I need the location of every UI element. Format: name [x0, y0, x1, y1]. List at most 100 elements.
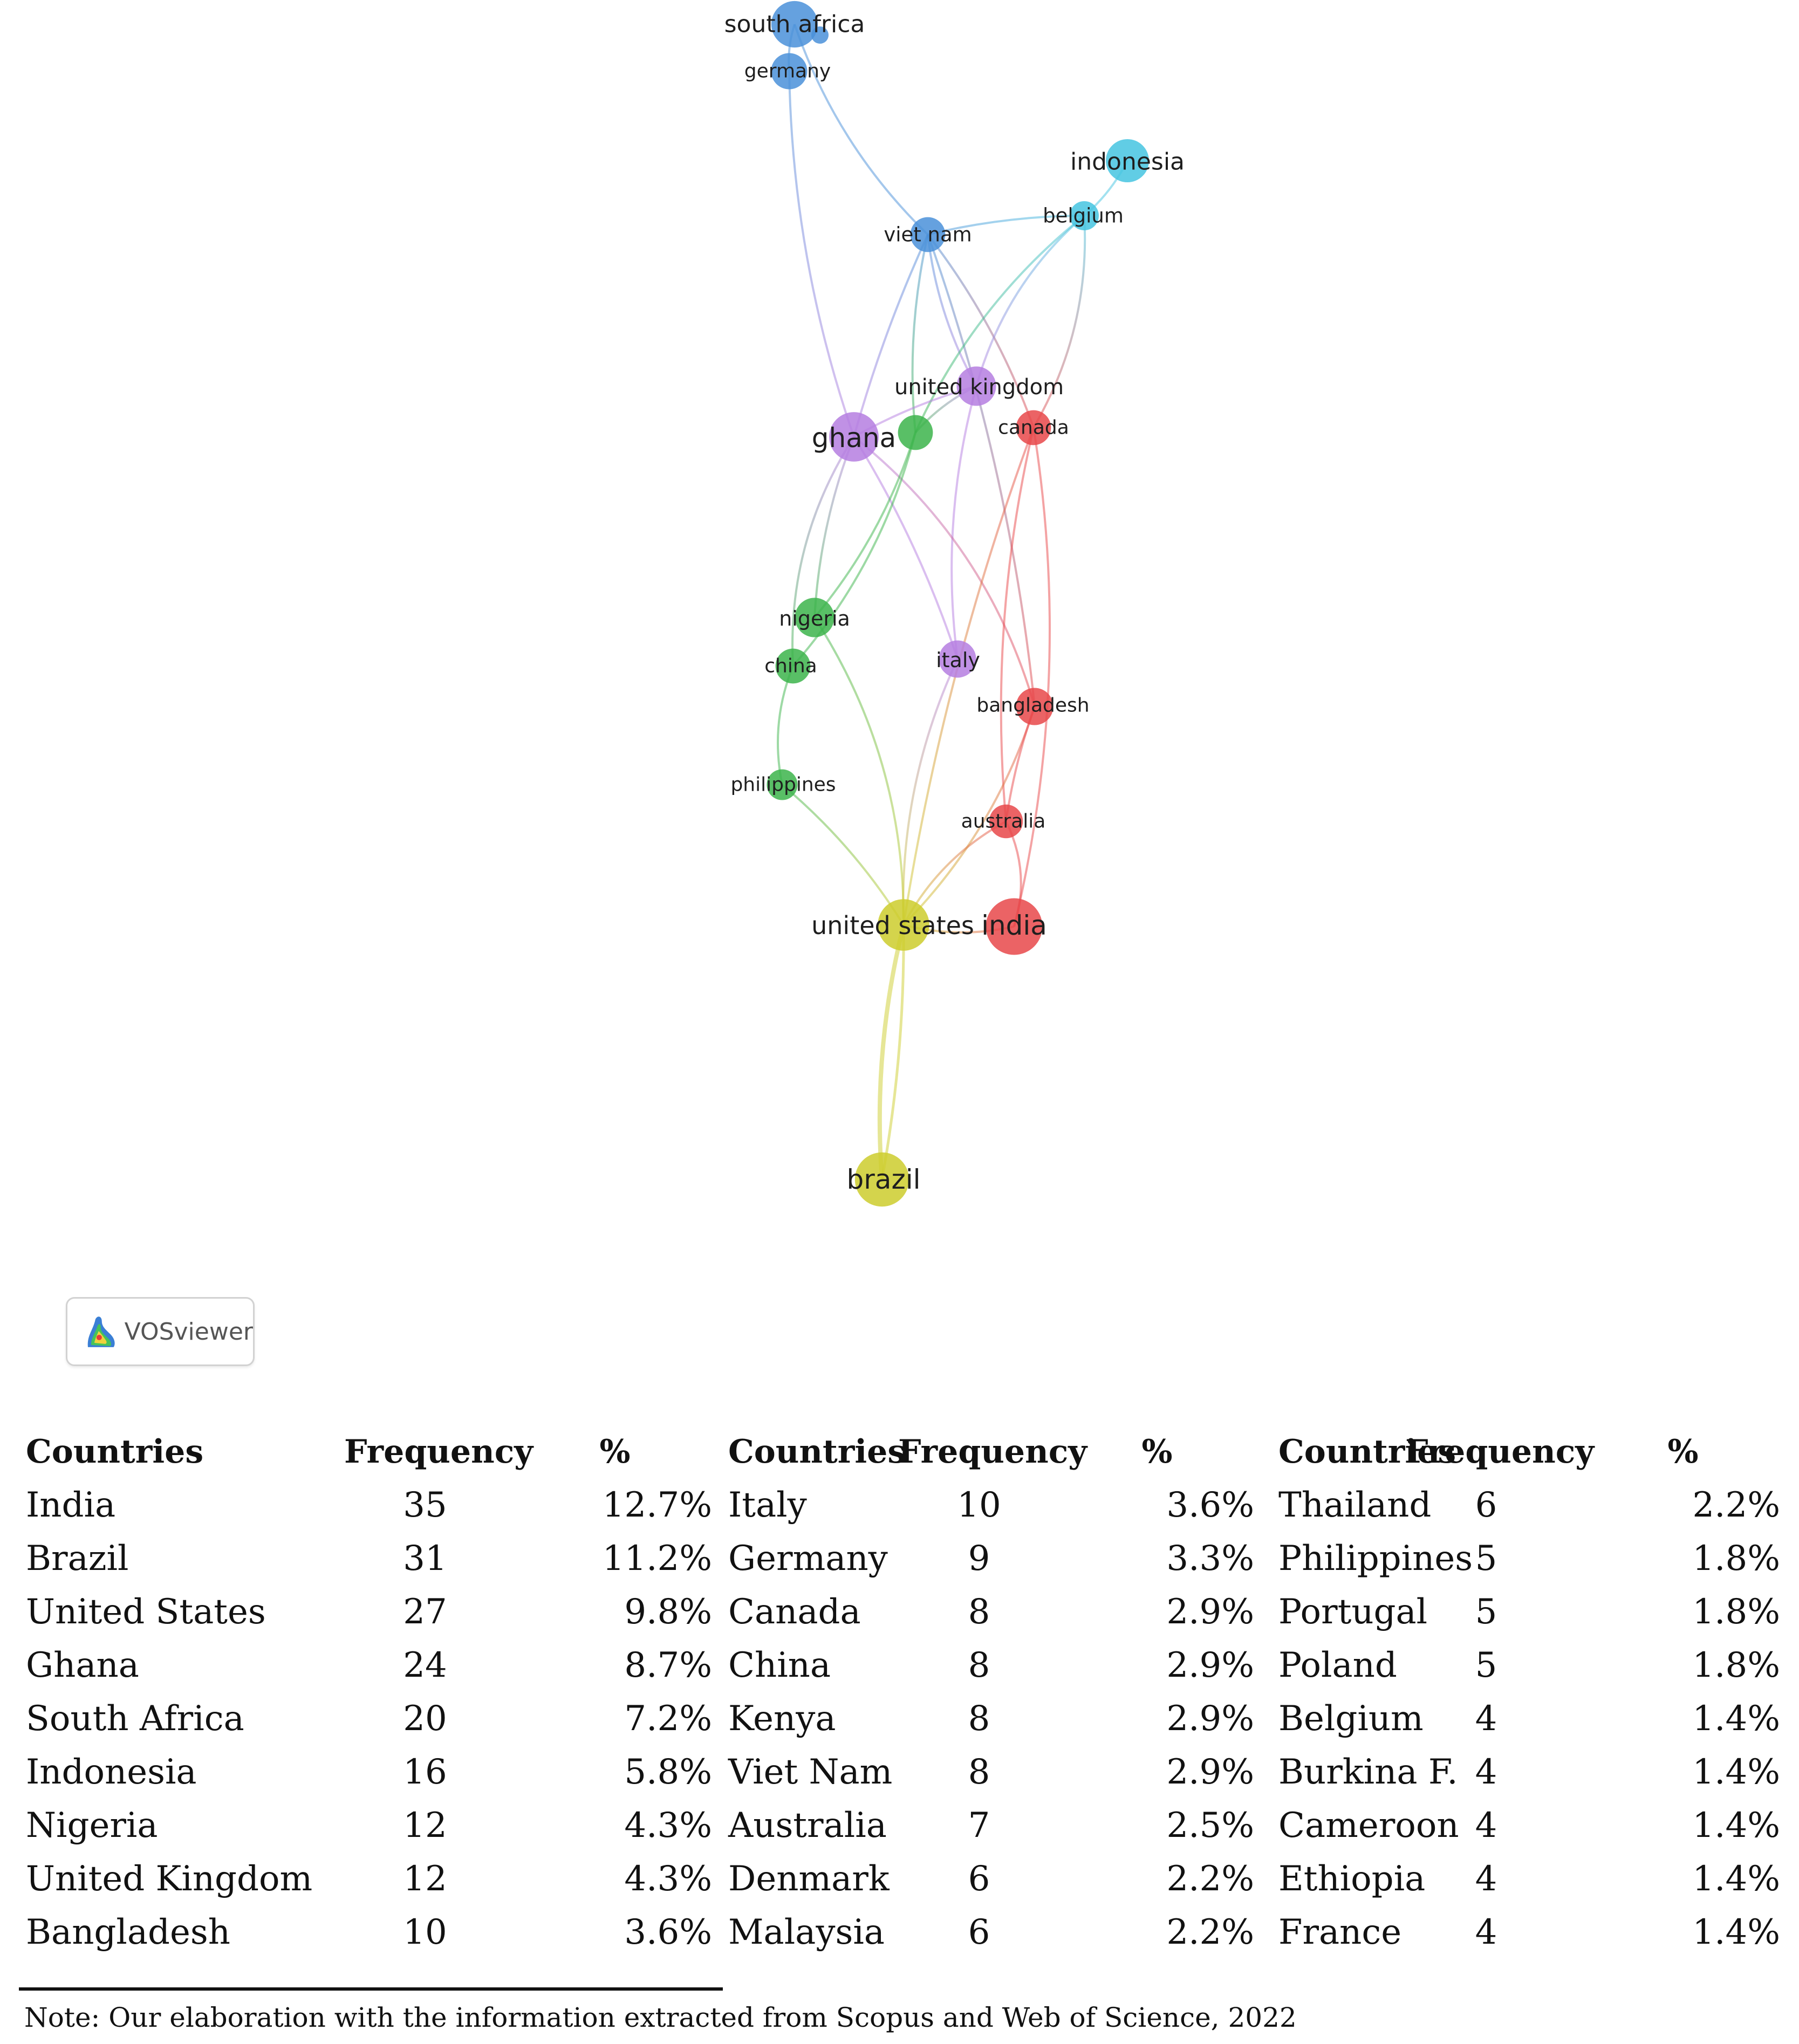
link-kenya-nigeria	[813, 432, 916, 619]
node-germany[interactable]	[771, 53, 808, 90]
cell-frequency: 6	[1475, 1485, 1497, 1525]
cell-country: Thailand	[1278, 1485, 1432, 1525]
cell-frequency: 8	[968, 1699, 990, 1739]
cell-percent: 1.4%	[1692, 1752, 1780, 1792]
cell-frequency: 5	[1475, 1539, 1497, 1579]
table-row: South Africa 20 7.2% Kenya 8 2.9% Belgium 4 1.4%	[0, 1697, 1799, 1751]
node-india[interactable]	[986, 898, 1043, 955]
cell-country: Germany	[728, 1539, 888, 1579]
cell-frequency: 31	[403, 1539, 447, 1579]
link-china-philippines	[777, 666, 794, 785]
cell-frequency: 9	[968, 1539, 990, 1579]
node-united-kingdom[interactable]	[956, 366, 996, 406]
link-south-africa-viet-nam	[794, 24, 929, 236]
node-brazil[interactable]	[854, 1152, 909, 1207]
cell-country: Denmark	[728, 1859, 890, 1899]
cell-frequency: 10	[957, 1485, 1001, 1525]
note-divider	[19, 1987, 723, 1991]
node-bangladesh[interactable]	[1016, 688, 1054, 725]
cell-percent: 2.9%	[1166, 1699, 1254, 1739]
node-indonesia[interactable]	[1106, 139, 1149, 182]
cell-percent: 2.9%	[1166, 1592, 1254, 1632]
cell-frequency: 5	[1475, 1645, 1497, 1685]
link-united-states-brazil-secondary	[880, 924, 905, 1180]
cell-percent: 7.2%	[624, 1699, 712, 1739]
cell-frequency: 12	[403, 1859, 447, 1899]
cell-country: Malaysia	[728, 1912, 885, 1952]
cell-percent: 9.8%	[624, 1592, 712, 1632]
cell-percent: 4.3%	[624, 1859, 712, 1899]
table-row: Bangladesh 10 3.6% Malaysia 6 2.2% France 4 1.4%	[0, 1911, 1799, 1964]
header-countries: Countries	[728, 1433, 906, 1471]
cell-percent: 3.6%	[624, 1912, 712, 1952]
cell-frequency: 35	[403, 1485, 447, 1525]
cell-percent: 1.8%	[1692, 1645, 1780, 1685]
node-label-brazil: brazil	[847, 1164, 921, 1195]
cell-percent: 12.7%	[602, 1485, 712, 1525]
cell-frequency: 6	[968, 1859, 990, 1899]
cell-country: Philippines	[1278, 1539, 1473, 1579]
country-network-map: south africa germany indonesia belgium viet …	[724, 1, 1185, 1207]
cell-country: France	[1278, 1912, 1402, 1952]
link-ghana-italy	[853, 436, 959, 660]
cell-country: Canada	[728, 1592, 861, 1632]
cell-frequency: 8	[968, 1592, 990, 1632]
cell-percent: 2.2%	[1692, 1485, 1780, 1525]
cell-frequency: 27	[403, 1592, 447, 1632]
node-label-indonesia: indonesia	[1070, 148, 1185, 176]
node-philippines[interactable]	[767, 769, 798, 800]
cell-frequency: 6	[968, 1912, 990, 1952]
vosviewer-label: VOSviewer	[124, 1318, 253, 1346]
cell-frequency: 4	[1475, 1752, 1497, 1792]
node-italy[interactable]	[939, 640, 976, 678]
cell-percent: 1.4%	[1692, 1699, 1780, 1739]
cell-country: Nigeria	[26, 1806, 158, 1846]
cell-country: China	[728, 1645, 831, 1685]
cell-country: Belgium	[1278, 1699, 1424, 1739]
cell-frequency: 4	[1475, 1806, 1497, 1846]
header-frequency: Frequency	[898, 1433, 1087, 1471]
link-viet-nam-united-kingdom	[927, 234, 977, 387]
cell-frequency: 4	[1475, 1859, 1497, 1899]
cell-percent: 1.4%	[1692, 1859, 1780, 1899]
node-australia[interactable]	[989, 804, 1023, 839]
cell-percent: 4.3%	[624, 1806, 712, 1846]
table-row: Ghana 24 8.7% China 8 2.9% Poland 5 1.8%	[0, 1644, 1799, 1697]
node-china[interactable]	[775, 648, 811, 684]
table-row: Indonesia 16 5.8% Viet Nam 8 2.9% Burkina F. 4 1…	[0, 1751, 1799, 1804]
cell-percent: 1.4%	[1692, 1806, 1780, 1846]
node-south-africa[interactable]	[771, 1, 818, 48]
node-label-united-states: united states	[811, 911, 974, 940]
node-satellite	[811, 26, 829, 44]
node-label-australia: australia	[961, 811, 1046, 833]
cell-percent: 8.7%	[624, 1645, 712, 1685]
cell-country: United States	[26, 1592, 266, 1632]
node-nigeria[interactable]	[795, 598, 834, 637]
node-united-states[interactable]	[878, 899, 929, 951]
cell-country: Indonesia	[26, 1752, 197, 1792]
cell-percent: 2.9%	[1166, 1752, 1254, 1792]
link-ghana-bangladesh	[853, 436, 1036, 707]
link-viet-nam-canada	[927, 234, 1035, 428]
cell-frequency: 20	[403, 1699, 447, 1739]
cell-country: Portugal	[1278, 1592, 1428, 1632]
node-ghana[interactable]	[829, 412, 879, 462]
cell-country: Burkina F.	[1278, 1752, 1458, 1792]
cell-country: India	[26, 1485, 116, 1525]
header-countries: Countries	[1278, 1433, 1456, 1471]
cell-percent: 3.3%	[1166, 1539, 1254, 1579]
node-label-germany: germany	[744, 60, 831, 83]
cell-percent: 5.8%	[624, 1752, 712, 1792]
node-viet-nam[interactable]	[910, 217, 946, 252]
header-percent: %	[1667, 1433, 1699, 1471]
cell-country: Ethiopia	[1278, 1859, 1426, 1899]
cell-frequency: 24	[403, 1645, 447, 1685]
node-kenya[interactable]	[898, 415, 933, 450]
cell-country: Brazil	[26, 1539, 129, 1579]
node-canada[interactable]	[1016, 410, 1051, 445]
node-label-viet-nam: viet nam	[884, 223, 972, 246]
node-belgium[interactable]	[1070, 201, 1099, 230]
cell-percent: 3.6%	[1166, 1485, 1254, 1525]
node-label-philippines: philippines	[730, 774, 836, 796]
header-countries: Countries	[26, 1433, 204, 1471]
